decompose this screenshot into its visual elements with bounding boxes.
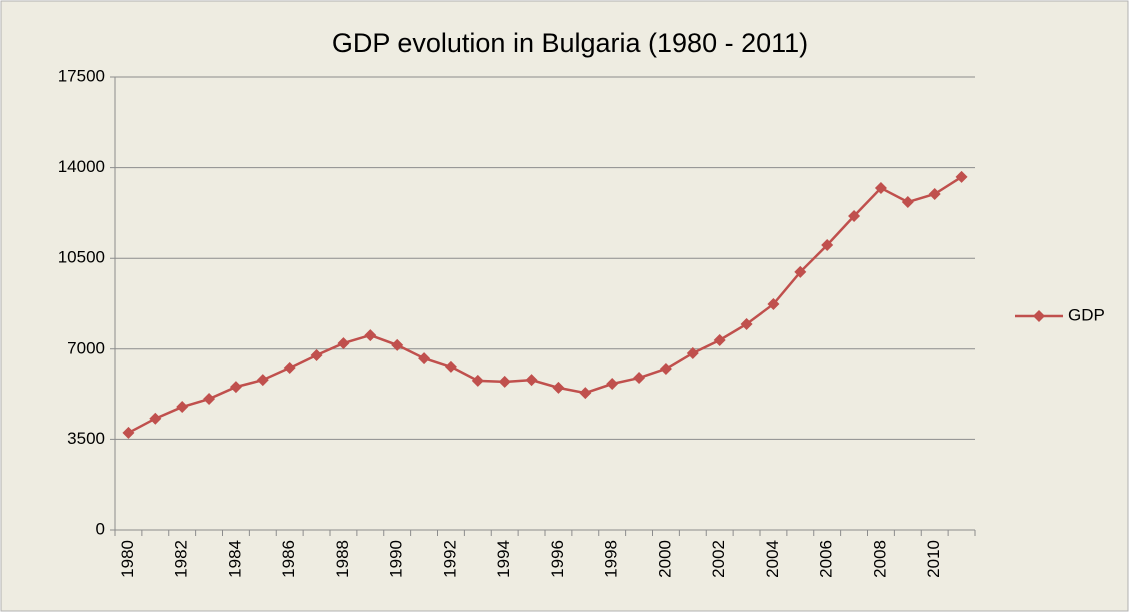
x-tick-label: 2006 (817, 540, 836, 578)
point (633, 372, 646, 385)
point (874, 182, 887, 195)
point (444, 360, 457, 373)
point (337, 337, 350, 350)
x-tick-label: 1998 (602, 540, 621, 578)
y-tick-label: 0 (96, 519, 105, 538)
point (203, 393, 216, 406)
point (821, 238, 834, 251)
line (127, 175, 963, 435)
x-tick-label: 2002 (709, 540, 728, 578)
point (767, 298, 780, 311)
x-tick-label: 2010 (924, 540, 943, 578)
point (525, 374, 538, 387)
point (901, 196, 914, 209)
x-tick-label: 1992 (440, 540, 459, 578)
point (579, 387, 592, 400)
point (928, 188, 941, 201)
y-tick-label: 14000 (58, 157, 105, 176)
point (149, 412, 162, 425)
x-tick-label: 1990 (387, 540, 406, 578)
point (848, 210, 861, 223)
point (176, 401, 189, 414)
y-tick-label: 17500 (58, 66, 105, 85)
x-tick-label: 1984 (225, 540, 244, 578)
x-tick-label: 1986 (279, 540, 298, 578)
point (794, 265, 807, 278)
x-tick-label: 1994 (494, 540, 513, 578)
point (391, 338, 404, 351)
x-tick-label: 2008 (870, 540, 889, 578)
legend-label: GDP (1068, 305, 1105, 324)
point (471, 374, 484, 387)
point (713, 333, 726, 346)
y-tick-label: 7000 (67, 338, 105, 357)
chart-title: GDP evolution in Bulgaria (1980 - 2011) (332, 28, 808, 58)
point (229, 381, 242, 394)
x-tick-label: 1982 (172, 540, 191, 578)
point (364, 329, 377, 342)
point (418, 352, 431, 365)
point (606, 378, 619, 391)
point (686, 346, 699, 359)
x-tick-label: 1996 (548, 540, 567, 578)
point (659, 362, 672, 375)
x-tick-label: 2004 (763, 540, 782, 578)
point (122, 426, 135, 439)
point (955, 170, 968, 183)
point (740, 317, 753, 330)
point (310, 349, 323, 362)
x-tick-label: 1980 (118, 540, 137, 578)
legend-marker (1033, 310, 1045, 322)
y-tick-label: 3500 (67, 429, 105, 448)
x-tick-label: 1988 (333, 540, 352, 578)
x-tick-label: 2000 (655, 540, 674, 578)
y-tick-label: 10500 (58, 248, 105, 267)
point (552, 381, 565, 394)
point (256, 374, 269, 387)
point (498, 375, 511, 388)
point (283, 361, 296, 374)
